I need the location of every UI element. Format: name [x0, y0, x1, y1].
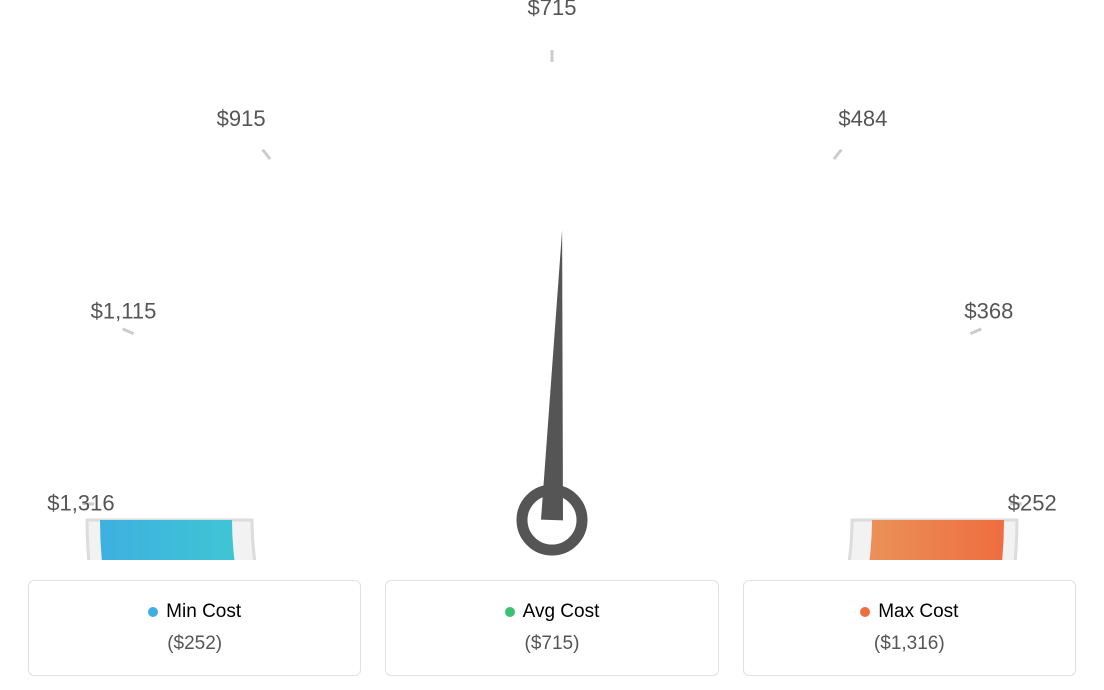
legend-value-avg: ($715) — [386, 633, 717, 655]
svg-text:$484: $484 — [838, 106, 887, 131]
svg-text:$1,115: $1,115 — [91, 299, 157, 324]
legend-value-max: ($1,316) — [744, 633, 1075, 655]
svg-text:$1,316: $1,316 — [47, 490, 114, 515]
legend-dot-max — [860, 607, 870, 617]
gauge-chart: $252 $368 $484 $715 $915 $1,115 $1,316 — [0, 0, 1104, 560]
legend-value-min: ($252) — [29, 633, 360, 655]
legend: Min Cost ($252) Avg Cost ($715) Max Cost… — [0, 580, 1104, 676]
legend-box-max: Max Cost ($1,316) — [743, 580, 1076, 676]
legend-dot-min — [148, 607, 158, 617]
legend-label-min: Min Cost — [148, 601, 241, 623]
legend-box-avg: Avg Cost ($715) — [385, 580, 718, 676]
legend-text-max: Max Cost — [878, 601, 958, 623]
svg-text:$715: $715 — [528, 0, 577, 20]
gauge-svg: $252 $368 $484 $715 $915 $1,115 $1,316 — [0, 0, 1104, 560]
legend-text-min: Min Cost — [166, 601, 241, 623]
legend-dot-avg — [505, 607, 515, 617]
svg-text:$915: $915 — [217, 106, 266, 131]
legend-box-min: Min Cost ($252) — [28, 580, 361, 676]
legend-label-max: Max Cost — [860, 601, 958, 623]
legend-label-avg: Avg Cost — [505, 601, 600, 623]
svg-text:$252: $252 — [1008, 490, 1057, 515]
legend-text-avg: Avg Cost — [523, 601, 600, 623]
svg-text:$368: $368 — [964, 299, 1013, 324]
